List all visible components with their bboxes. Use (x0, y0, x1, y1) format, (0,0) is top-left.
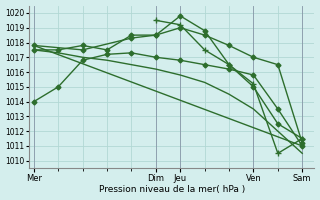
X-axis label: Pression niveau de la mer( hPa ): Pression niveau de la mer( hPa ) (99, 185, 245, 194)
